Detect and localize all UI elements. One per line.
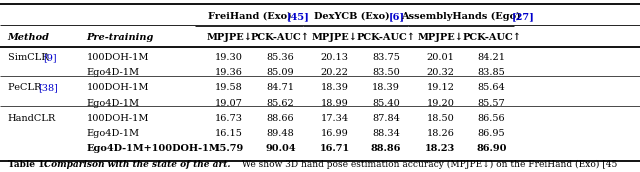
Text: 18.39: 18.39: [372, 83, 400, 92]
Text: 20.01: 20.01: [426, 53, 454, 62]
Text: 100DOH-1M: 100DOH-1M: [86, 53, 149, 62]
Text: 15.79: 15.79: [214, 144, 244, 153]
Text: [38]: [38]: [38, 83, 58, 92]
Text: 85.62: 85.62: [266, 99, 294, 108]
Text: [27]: [27]: [512, 12, 535, 21]
Text: 84.21: 84.21: [477, 53, 506, 62]
Text: 88.34: 88.34: [372, 129, 400, 138]
Text: 83.75: 83.75: [372, 53, 400, 62]
Text: 20.22: 20.22: [321, 68, 349, 77]
Text: [9]: [9]: [43, 53, 56, 62]
Text: DexYCB (Exo): DexYCB (Exo): [314, 12, 394, 21]
Text: Comparison with the state of the art.: Comparison with the state of the art.: [44, 160, 230, 169]
Text: 19.36: 19.36: [215, 68, 243, 77]
Text: 16.15: 16.15: [215, 129, 243, 138]
Text: Pre-training: Pre-training: [86, 33, 154, 42]
Text: 16.73: 16.73: [215, 114, 243, 123]
Text: 85.64: 85.64: [477, 83, 506, 92]
Text: 86.56: 86.56: [477, 114, 506, 123]
Text: 85.09: 85.09: [266, 68, 294, 77]
Text: Ego4D-1M+100DOH-1M: Ego4D-1M+100DOH-1M: [86, 144, 220, 153]
Text: [45]: [45]: [287, 12, 310, 21]
Text: 90.04: 90.04: [265, 144, 296, 153]
Text: PCK-AUC↑: PCK-AUC↑: [356, 33, 415, 42]
Text: SimCLR: SimCLR: [8, 53, 51, 62]
Text: Method: Method: [8, 33, 50, 42]
Text: Ego4D-1M: Ego4D-1M: [86, 68, 140, 77]
Text: HandCLR: HandCLR: [8, 114, 56, 123]
Text: 17.34: 17.34: [321, 114, 349, 123]
Text: Ego4D-1M: Ego4D-1M: [86, 99, 140, 108]
Text: 85.57: 85.57: [477, 99, 506, 108]
Text: [6]: [6]: [388, 12, 405, 21]
Text: 85.36: 85.36: [266, 53, 294, 62]
Text: PCK-AUC↑: PCK-AUC↑: [251, 33, 310, 42]
Text: 19.58: 19.58: [215, 83, 243, 92]
Text: 18.99: 18.99: [321, 99, 349, 108]
Text: MPJPE↓: MPJPE↓: [312, 33, 358, 42]
Text: Table 1.: Table 1.: [8, 160, 47, 169]
Text: 88.86: 88.86: [371, 144, 401, 153]
Text: 19.30: 19.30: [215, 53, 243, 62]
Text: AssemblyHands (Ego): AssemblyHands (Ego): [401, 12, 524, 21]
Text: 84.71: 84.71: [266, 83, 294, 92]
Text: 18.50: 18.50: [426, 114, 454, 123]
Text: 87.84: 87.84: [372, 114, 400, 123]
Text: 100DOH-1M: 100DOH-1M: [86, 114, 149, 123]
Text: MPJPE↓: MPJPE↓: [417, 33, 463, 42]
Text: Ego4D-1M: Ego4D-1M: [86, 129, 140, 138]
Text: 83.85: 83.85: [477, 68, 506, 77]
Text: 86.95: 86.95: [477, 129, 506, 138]
Text: 18.23: 18.23: [425, 144, 456, 153]
Text: 18.26: 18.26: [426, 129, 454, 138]
Text: 86.90: 86.90: [476, 144, 507, 153]
Text: 83.50: 83.50: [372, 68, 400, 77]
Text: 20.13: 20.13: [321, 53, 349, 62]
Text: 19.20: 19.20: [426, 99, 454, 108]
Text: 100DOH-1M: 100DOH-1M: [86, 83, 149, 92]
Text: MPJPE↓: MPJPE↓: [206, 33, 252, 42]
Text: 88.66: 88.66: [266, 114, 294, 123]
Text: 16.99: 16.99: [321, 129, 349, 138]
Text: 19.12: 19.12: [426, 83, 454, 92]
Text: 18.39: 18.39: [321, 83, 349, 92]
Text: 20.32: 20.32: [426, 68, 454, 77]
Text: 89.48: 89.48: [266, 129, 294, 138]
Text: 16.71: 16.71: [319, 144, 350, 153]
Text: 19.07: 19.07: [215, 99, 243, 108]
Text: 85.40: 85.40: [372, 99, 400, 108]
Text: PCK-AUC↑: PCK-AUC↑: [462, 33, 521, 42]
Text: We show 3D hand pose estimation accuracy (MPJPE↓) on the FreiHand (Exo) [45: We show 3D hand pose estimation accuracy…: [239, 160, 618, 169]
Text: FreiHand (Exo): FreiHand (Exo): [208, 12, 295, 21]
Text: PeCLR: PeCLR: [8, 83, 44, 92]
